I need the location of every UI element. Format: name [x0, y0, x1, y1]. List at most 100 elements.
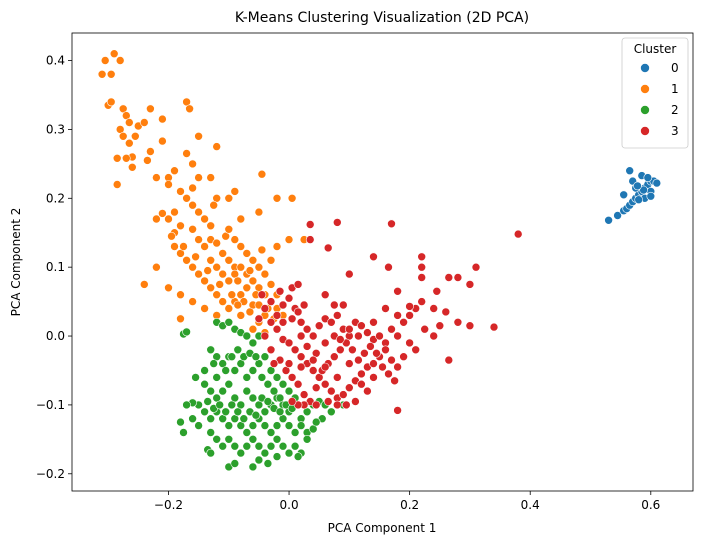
y-tick-label: 0.2	[46, 191, 65, 205]
point-cluster-3-125	[411, 345, 421, 355]
point-cluster-3-133	[284, 359, 294, 368]
point-cluster-1-22	[146, 147, 155, 156]
point-cluster-3-129	[332, 373, 342, 382]
point-cluster-2-64	[188, 414, 197, 424]
legend-label-0: 0	[671, 61, 679, 75]
point-cluster-1-42	[194, 207, 203, 217]
point-cluster-2-72	[242, 441, 252, 451]
point-cluster-3-127	[429, 331, 439, 341]
point-cluster-2-32	[242, 386, 252, 396]
point-cluster-3-46	[393, 286, 402, 296]
point-cluster-1-104	[176, 314, 185, 324]
legend-marker-3	[640, 126, 650, 136]
point-cluster-1-103	[140, 280, 149, 289]
point-cluster-3-116	[293, 307, 303, 317]
point-cluster-3-102	[296, 331, 306, 341]
point-cluster-1-75	[182, 255, 191, 265]
point-cluster-3-142	[320, 290, 330, 300]
y-axis-label: PCA Component 2	[9, 208, 23, 317]
point-cluster-3-54	[284, 338, 294, 348]
point-cluster-1-45	[224, 194, 234, 203]
point-cluster-3-27	[417, 297, 427, 306]
point-cluster-1-71	[272, 242, 282, 251]
point-cluster-3-50	[393, 406, 402, 415]
point-cluster-0-24	[639, 185, 648, 195]
point-cluster-1-49	[272, 194, 282, 203]
point-cluster-1-117	[236, 262, 246, 272]
point-cluster-3-36	[432, 286, 442, 296]
point-cluster-1-25	[170, 166, 179, 175]
point-cluster-3-117	[299, 300, 309, 310]
point-cluster-2-4	[224, 317, 234, 327]
point-cluster-0-13	[652, 178, 662, 188]
point-cluster-1-68	[254, 262, 264, 272]
x-tick-label: −0.2	[154, 498, 183, 512]
point-cluster-3-126	[420, 324, 430, 334]
point-cluster-3-73	[399, 352, 408, 362]
point-cluster-2-100	[212, 373, 221, 382]
point-cluster-1-9	[125, 118, 134, 127]
point-cluster-3-3	[272, 311, 282, 320]
point-cluster-2-70	[230, 441, 240, 451]
point-cluster-2-33	[248, 393, 258, 403]
point-cluster-3-20	[375, 331, 384, 341]
point-cluster-2-69	[224, 434, 234, 444]
point-cluster-3-61	[326, 386, 336, 396]
point-cluster-1-58	[194, 235, 203, 244]
point-cluster-1-47	[236, 214, 246, 224]
point-cluster-2-119	[239, 414, 249, 424]
point-cluster-1-99	[188, 297, 197, 306]
point-cluster-1-138	[245, 266, 255, 275]
point-cluster-0-1	[613, 211, 622, 220]
x-tick-label: 0.0	[280, 498, 299, 512]
point-cluster-1-130	[215, 280, 224, 289]
point-cluster-3-8	[302, 324, 312, 334]
point-cluster-2-99	[209, 359, 218, 368]
point-cluster-1-12	[125, 138, 134, 148]
point-cluster-3-31	[465, 321, 475, 331]
point-cluster-2-83	[206, 448, 215, 458]
point-cluster-3-37	[417, 262, 427, 272]
point-cluster-1-43	[200, 214, 209, 224]
point-cluster-3-122	[357, 379, 366, 389]
point-cluster-2-121	[251, 410, 261, 420]
point-cluster-3-58	[308, 366, 318, 375]
point-cluster-1-112	[266, 280, 276, 289]
point-cluster-2-67	[212, 434, 221, 444]
point-cluster-1-2	[109, 49, 119, 59]
point-cluster-2-68	[218, 441, 227, 451]
point-cluster-2-16	[242, 373, 252, 382]
point-cluster-2-78	[278, 441, 288, 451]
point-cluster-1-121	[206, 221, 215, 231]
point-cluster-1-82	[224, 304, 234, 313]
legend-title: Cluster	[634, 42, 677, 56]
point-cluster-1-31	[185, 104, 194, 114]
point-cluster-2-116	[221, 407, 230, 417]
point-cluster-2-19	[260, 352, 270, 362]
point-cluster-3-24	[399, 317, 408, 327]
point-cluster-1-66	[242, 249, 252, 258]
point-cluster-3-35	[465, 280, 475, 289]
point-cluster-2-107	[257, 373, 267, 382]
point-cluster-3-40	[387, 219, 396, 229]
point-cluster-3-60	[320, 379, 330, 389]
point-cluster-3-130	[320, 362, 330, 372]
point-cluster-3-98	[311, 400, 321, 410]
point-cluster-1-38	[188, 183, 197, 193]
point-cluster-3-32	[489, 322, 499, 332]
point-cluster-3-43	[323, 243, 333, 253]
point-cluster-2-57	[266, 428, 276, 437]
point-cluster-1-65	[236, 242, 246, 251]
point-cluster-3-124	[405, 338, 414, 348]
point-cluster-1-133	[179, 242, 188, 251]
point-cluster-2-76	[266, 441, 276, 451]
point-cluster-0-0	[604, 216, 613, 225]
point-cluster-3-47	[405, 302, 414, 311]
point-cluster-3-143	[293, 280, 303, 289]
point-cluster-3-39	[513, 229, 523, 239]
point-cluster-3-140	[332, 218, 342, 227]
point-cluster-3-138	[381, 304, 390, 313]
point-cluster-2-98	[200, 366, 209, 375]
point-cluster-0-23	[646, 191, 656, 201]
point-cluster-3-72	[393, 362, 402, 372]
